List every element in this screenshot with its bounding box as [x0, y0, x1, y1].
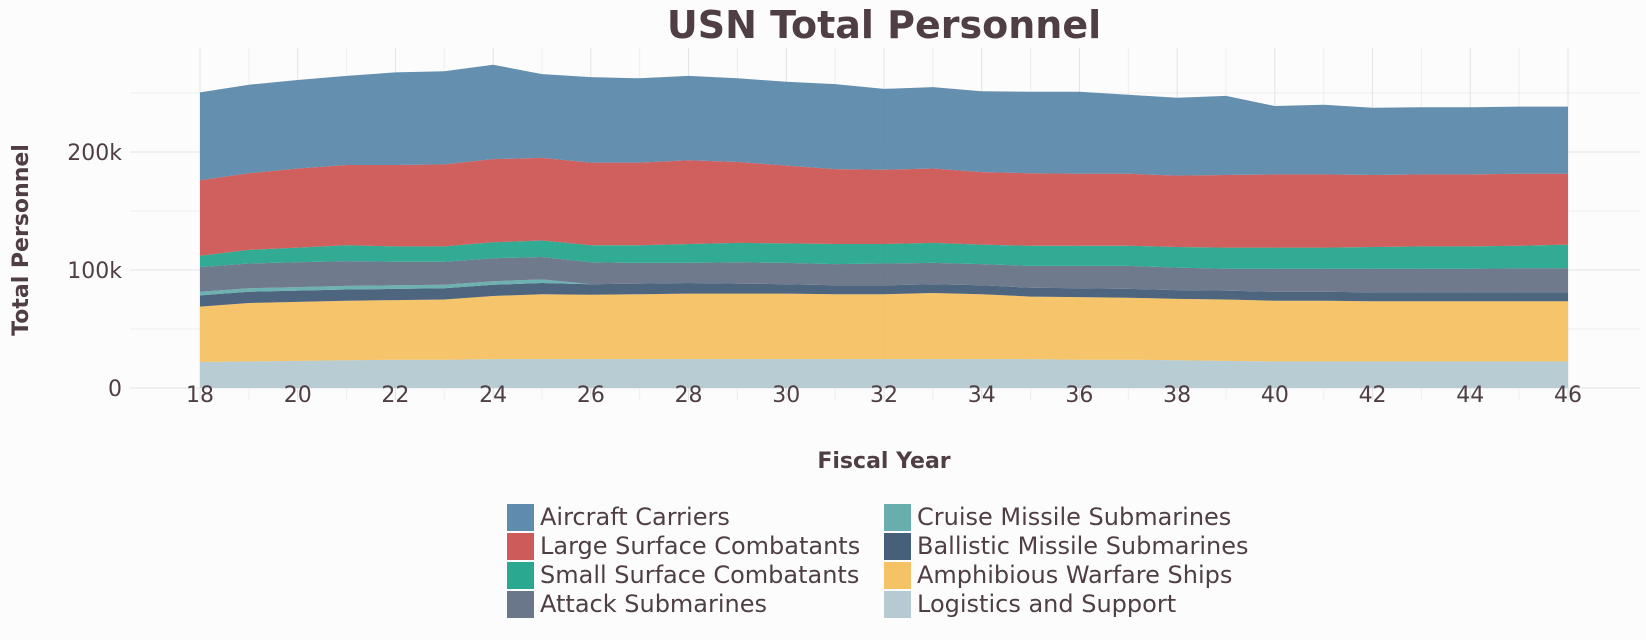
legend-item: Attack Submarines: [507, 590, 884, 618]
x-tick-label: 24: [479, 383, 507, 408]
x-tick-label: 30: [772, 383, 800, 408]
legend-label: Logistics and Support: [917, 590, 1177, 618]
legend-item: Cruise Missile Submarines: [884, 503, 1264, 531]
legend-item: Ballistic Missile Submarines: [884, 532, 1264, 560]
x-tick-label: 40: [1261, 383, 1289, 408]
x-axis-title: Fiscal Year: [817, 449, 950, 474]
area-series: [200, 64, 1568, 388]
area-small-surface-combatants: [200, 240, 1568, 269]
legend-swatch: [507, 532, 534, 560]
x-tick-label: 20: [284, 383, 312, 408]
legend-label: Ballistic Missile Submarines: [917, 532, 1249, 560]
x-tick-label: 28: [675, 383, 703, 408]
area-logistics-and-support: [200, 359, 1568, 388]
legend-swatch: [884, 532, 911, 560]
x-tick-label: 36: [1065, 383, 1093, 408]
y-tick-label: 100k: [67, 259, 122, 284]
legend-swatch: [507, 503, 534, 531]
x-tick-label: 26: [577, 383, 605, 408]
legend-label: Attack Submarines: [540, 590, 768, 618]
legend-swatch: [507, 590, 534, 618]
y-tick-label: 0: [108, 377, 122, 402]
area-ballistic-missile-submarines: [200, 283, 1568, 307]
y-axis-title: Total Personnel: [9, 144, 34, 336]
legend-item: Logistics and Support: [884, 590, 1264, 618]
legend-swatch: [884, 561, 911, 589]
area-large-surface-combatants: [200, 157, 1568, 256]
legend-label: Small Surface Combatants: [540, 561, 860, 589]
chart-title: USN Total Personnel: [667, 3, 1101, 47]
legend-label: Amphibious Warfare Ships: [917, 561, 1233, 589]
x-tick-label: 18: [186, 383, 214, 408]
legend-item: Aircraft Carriers: [507, 503, 884, 531]
legend-label: Large Surface Combatants: [540, 532, 861, 560]
legend-item: Amphibious Warfare Ships: [884, 561, 1264, 589]
x-tick-label: 46: [1554, 383, 1582, 408]
area-attack-submarines: [200, 257, 1568, 293]
x-tick-label: 34: [968, 383, 996, 408]
legend-swatch: [884, 590, 911, 618]
area-aircraft-carriers: [200, 64, 1568, 181]
x-tick-label: 22: [381, 383, 409, 408]
x-tick-label: 32: [870, 383, 898, 408]
legend-swatch: [507, 561, 534, 589]
legend-label: Aircraft Carriers: [540, 503, 730, 531]
x-tick-label: 44: [1456, 383, 1484, 408]
x-tick-label: 42: [1359, 383, 1387, 408]
y-tick-label: 200k: [67, 141, 122, 166]
legend-label: Cruise Missile Submarines: [917, 503, 1232, 531]
area-amphibious-warfare-ships: [200, 293, 1568, 362]
legend-item: Small Surface Combatants: [507, 561, 884, 589]
legend-item: Large Surface Combatants: [507, 532, 884, 560]
legend-swatch: [884, 503, 911, 531]
x-tick-label: 38: [1163, 383, 1191, 408]
axis-ticks: 18 20 22 24 26 28 30 32 34 36 38 40 42 44 46 0 100k 200k: [67, 141, 1582, 408]
chart-legend: Aircraft Carriers Cruise Missile Submarin…: [507, 503, 1264, 618]
